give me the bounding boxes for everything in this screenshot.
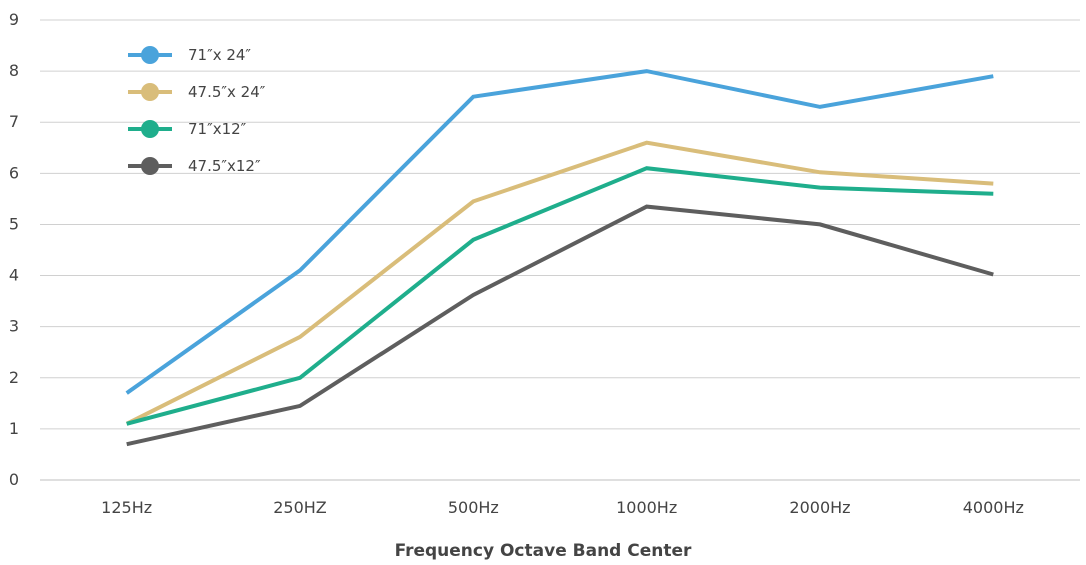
y-tick-label: 7	[9, 112, 19, 131]
series-line	[126, 166, 994, 426]
y-tick-label: 6	[9, 163, 19, 182]
x-axis-ticks: 125Hz 250HZ 500Hz 1000Hz 2000Hz 4000Hz	[101, 498, 1024, 517]
x-tick-label: 2000Hz	[789, 498, 850, 517]
legend: 71″x 24″ 47.5″x 24″ 71″x12″ 47.5″x12″	[128, 46, 266, 175]
series-line	[125, 140, 994, 426]
y-tick-label: 8	[9, 61, 19, 80]
legend-marker	[141, 157, 159, 175]
y-tick-label: 9	[9, 10, 19, 29]
y-tick-label: 2	[9, 368, 19, 387]
legend-label: 47.5″x12″	[188, 157, 261, 175]
y-tick-label: 5	[9, 214, 19, 233]
legend-marker	[141, 46, 159, 64]
series-line	[125, 69, 994, 395]
x-tick-label: 500Hz	[448, 498, 499, 517]
legend-label: 71″x 24″	[188, 46, 251, 64]
legend-marker	[141, 83, 159, 101]
series-line	[126, 204, 994, 447]
x-tick-label: 4000Hz	[963, 498, 1024, 517]
y-tick-label: 3	[9, 317, 19, 336]
x-tick-label: 1000Hz	[616, 498, 677, 517]
legend-label: 47.5″x 24″	[188, 83, 266, 101]
legend-label: 71″x12″	[188, 120, 247, 138]
x-tick-label: 125Hz	[101, 498, 152, 517]
y-axis-ticks: 0 1 2 3 4 5 6 7 8 9	[9, 10, 19, 489]
gridlines	[40, 19, 1080, 481]
y-tick-label: 0	[9, 470, 19, 489]
series-lines	[125, 69, 994, 447]
x-tick-label: 250HZ	[273, 498, 327, 517]
y-tick-label: 1	[9, 419, 19, 438]
legend-marker	[141, 120, 159, 138]
y-tick-label: 4	[9, 266, 19, 285]
x-axis-title: Frequency Octave Band Center	[395, 541, 692, 561]
